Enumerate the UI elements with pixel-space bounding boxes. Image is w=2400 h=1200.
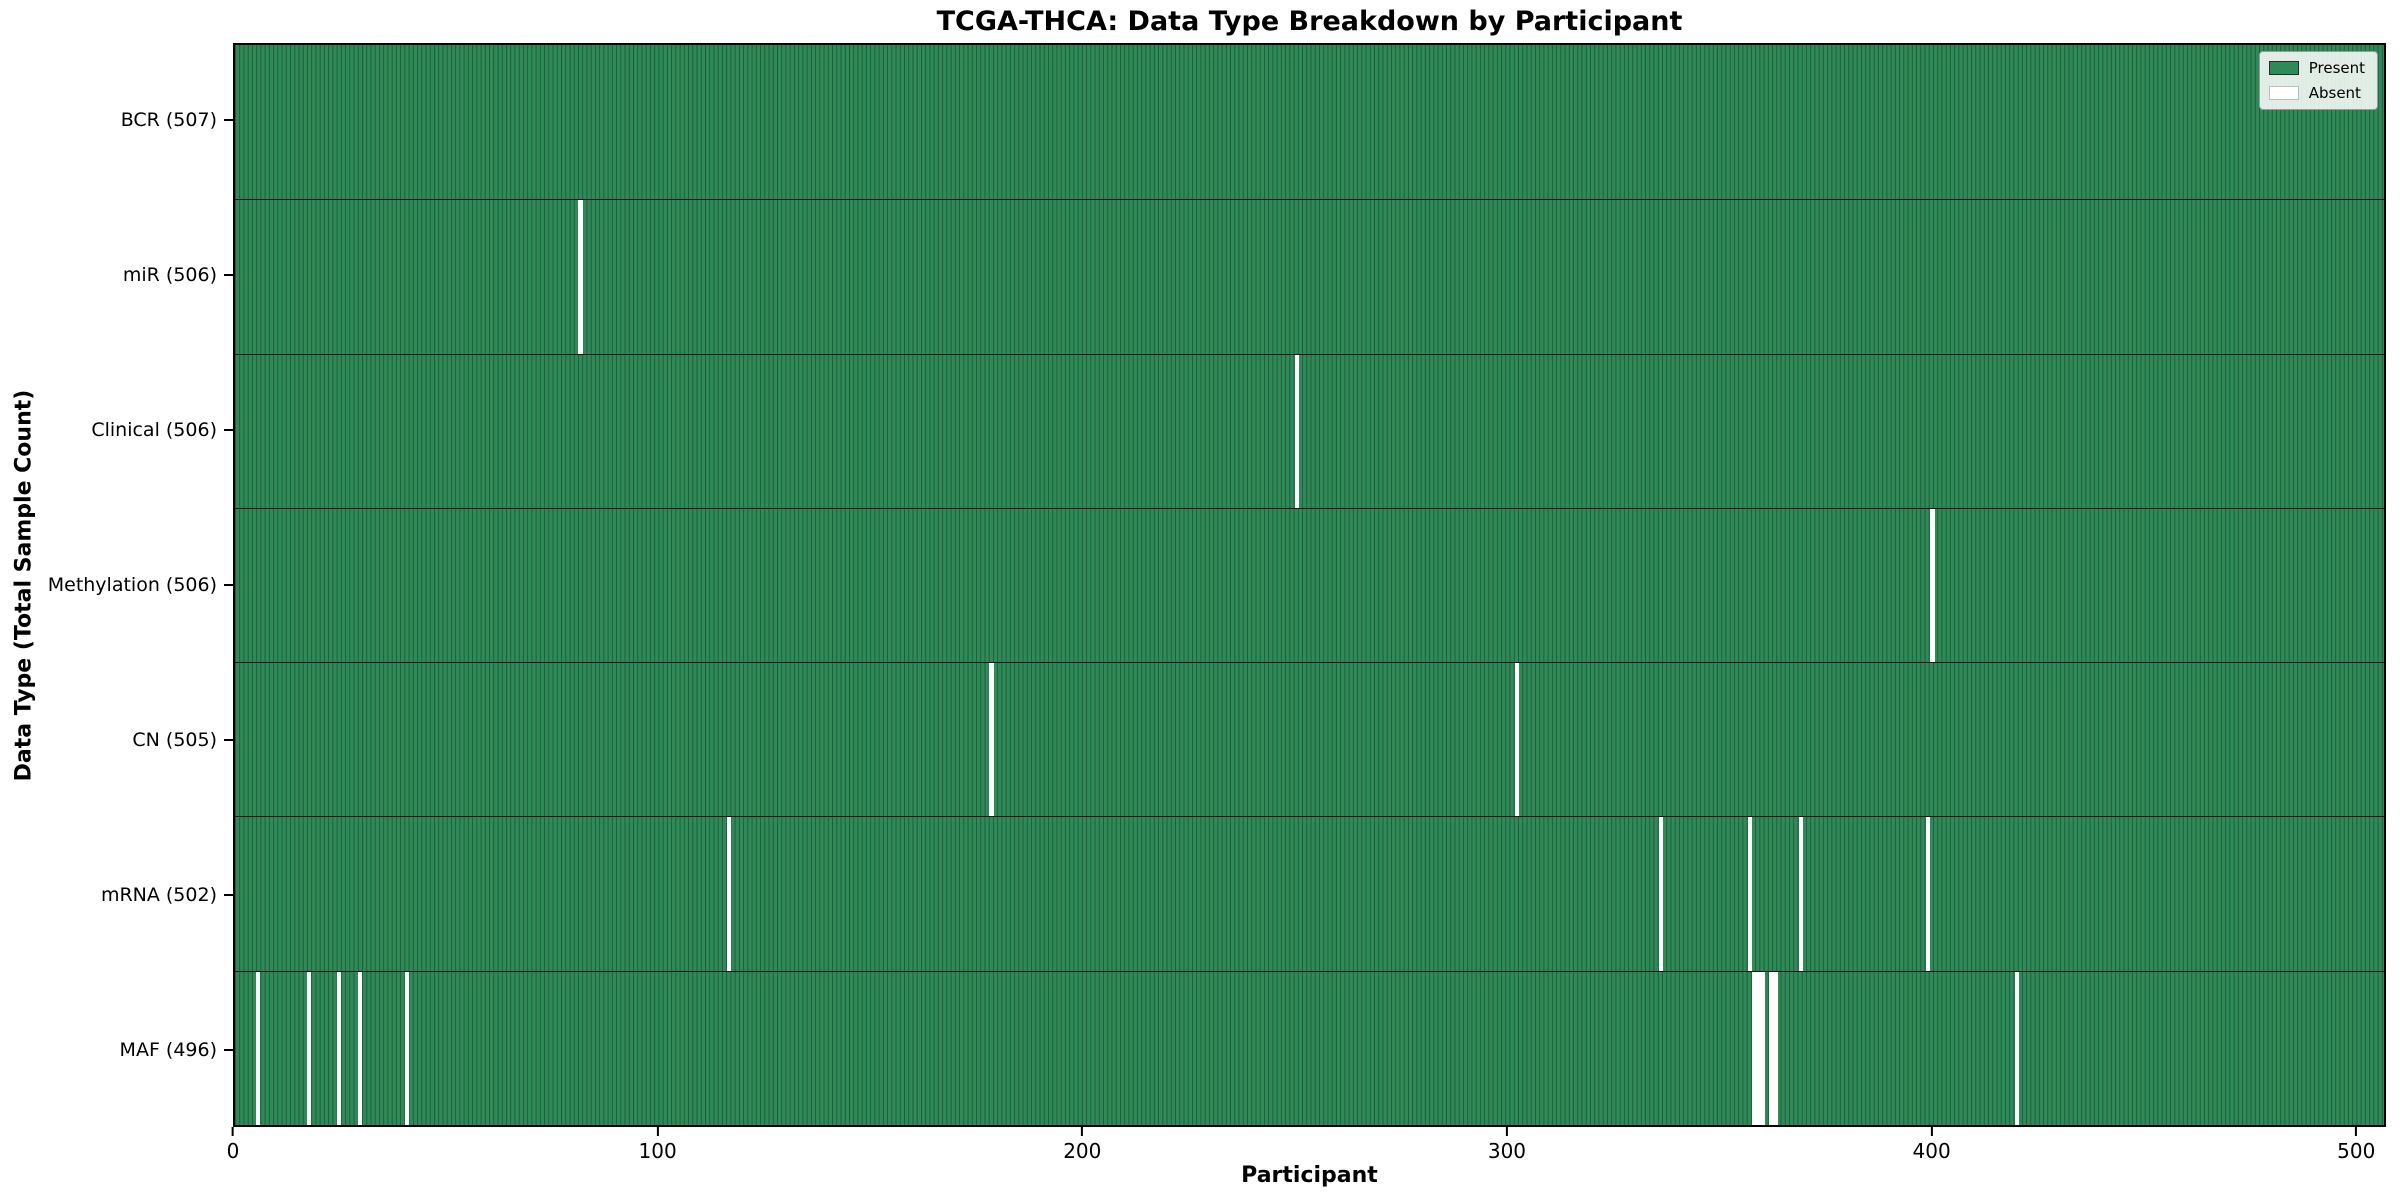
absent-cell-clinical-250 bbox=[1294, 354, 1299, 508]
x-tick-300: 300 bbox=[1488, 1127, 1526, 1163]
absent-cell-maf-358 bbox=[1752, 971, 1757, 1125]
legend-item-present: Present bbox=[2268, 59, 2365, 77]
present-swatch-icon bbox=[2268, 61, 2299, 75]
absent-cell-mrna-357 bbox=[1748, 817, 1753, 971]
y-tick-mark bbox=[224, 119, 233, 122]
x-tick-mark bbox=[1505, 1127, 1508, 1136]
absent-swatch-icon bbox=[2268, 86, 2299, 100]
x-tick-layer: 0 100 200 300 400 500 bbox=[227, 1127, 2386, 1187]
x-tick-label: 500 bbox=[2337, 1139, 2376, 1163]
heatmap-row-mir bbox=[235, 199, 2384, 354]
y-tick-mir: miR (506) bbox=[123, 264, 233, 286]
chart-title: TCGA-THCA: Data Type Breakdown by Partic… bbox=[936, 6, 1683, 37]
legend-label-present: Present bbox=[2308, 59, 2365, 77]
absent-cell-maf-17 bbox=[307, 971, 312, 1125]
y-tick-mark bbox=[224, 584, 233, 586]
x-tick-label: 200 bbox=[1063, 1139, 1102, 1163]
absent-cell-maf-363 bbox=[1773, 971, 1778, 1125]
absent-cell-mrna-116 bbox=[726, 817, 731, 971]
legend-item-absent: Absent bbox=[2268, 84, 2365, 102]
y-tick-label: CN (505) bbox=[132, 728, 217, 751]
heatmap-row-methylation bbox=[235, 507, 2384, 663]
absent-cell-mrna-336 bbox=[1659, 817, 1664, 971]
y-tick-clinical: Clinical (506) bbox=[91, 419, 233, 441]
x-tick-mark bbox=[1081, 1127, 1084, 1136]
heatmap-row-cn bbox=[235, 662, 2384, 817]
heatmap-row-mrna bbox=[235, 816, 2384, 971]
heatmap-row-maf bbox=[235, 970, 2384, 1125]
absent-cell-maf-359 bbox=[1756, 971, 1761, 1125]
y-tick-bcr: BCR (507) bbox=[121, 109, 233, 131]
y-tick-mark bbox=[224, 429, 233, 432]
y-tick-label: Methylation (506) bbox=[47, 574, 217, 596]
x-tick-label: 400 bbox=[1912, 1139, 1951, 1163]
x-tick-400: 400 bbox=[1913, 1127, 1951, 1163]
y-tick-mrna: mRNA (502) bbox=[101, 884, 233, 906]
x-tick-100: 100 bbox=[639, 1127, 677, 1163]
x-axis-label: Participant bbox=[1241, 1163, 1378, 1188]
y-tick-maf: MAF (496) bbox=[120, 1039, 233, 1061]
absent-cell-mrna-399 bbox=[1926, 817, 1931, 971]
y-tick-mark bbox=[224, 893, 233, 896]
x-tick-200: 200 bbox=[1063, 1127, 1101, 1163]
y-tick-label: miR (506) bbox=[122, 264, 217, 287]
x-tick-500: 500 bbox=[2337, 1127, 2375, 1163]
heatmap-row-bcr bbox=[235, 45, 2384, 200]
x-tick-0: 0 bbox=[226, 1127, 240, 1163]
absent-cell-methylation-400 bbox=[1930, 508, 1935, 663]
absent-cell-maf-5 bbox=[256, 971, 261, 1125]
y-tick-label: BCR (507) bbox=[120, 109, 217, 132]
absent-cell-mrna-369 bbox=[1799, 817, 1804, 971]
absent-cell-maf-362 bbox=[1769, 971, 1774, 1125]
absent-cell-maf-29 bbox=[357, 971, 363, 1125]
x-tick-label: 100 bbox=[638, 1139, 677, 1163]
legend: Present Absent bbox=[2258, 51, 2378, 110]
y-tick-cn: CN (505) bbox=[132, 729, 233, 751]
y-tick-label: MAF (496) bbox=[119, 1038, 217, 1061]
legend-label-absent: Absent bbox=[2308, 84, 2361, 102]
x-tick-mark bbox=[656, 1127, 659, 1136]
heatmap-row-clinical bbox=[235, 353, 2384, 508]
absent-cell-maf-360 bbox=[1760, 971, 1766, 1125]
absent-cell-maf-40 bbox=[404, 971, 409, 1125]
x-tick-mark bbox=[1930, 1127, 1933, 1136]
absent-cell-cn-302 bbox=[1515, 663, 1520, 817]
y-tick-mark bbox=[224, 738, 233, 741]
absent-cell-mir-81 bbox=[578, 200, 583, 354]
x-tick-label: 300 bbox=[1487, 1139, 1527, 1163]
y-tick-methylation: Methylation (506) bbox=[48, 574, 233, 596]
absent-cell-cn-178 bbox=[989, 663, 994, 817]
y-tick-label: Clinical (506) bbox=[91, 419, 217, 442]
y-tick-layer: BCR (507) miR (506) Clinical (506) Methylat… bbox=[0, 43, 233, 1127]
y-tick-mark bbox=[224, 274, 233, 277]
x-tick-mark bbox=[2355, 1127, 2358, 1136]
y-tick-label: mRNA (502) bbox=[100, 883, 217, 906]
absent-cell-maf-420 bbox=[2015, 971, 2020, 1125]
plot-area: Present Absent bbox=[233, 43, 2386, 1127]
absent-cell-maf-24 bbox=[336, 971, 341, 1125]
x-tick-label: 0 bbox=[226, 1139, 240, 1163]
y-tick-mark bbox=[224, 1048, 233, 1051]
x-tick-mark bbox=[231, 1127, 234, 1136]
